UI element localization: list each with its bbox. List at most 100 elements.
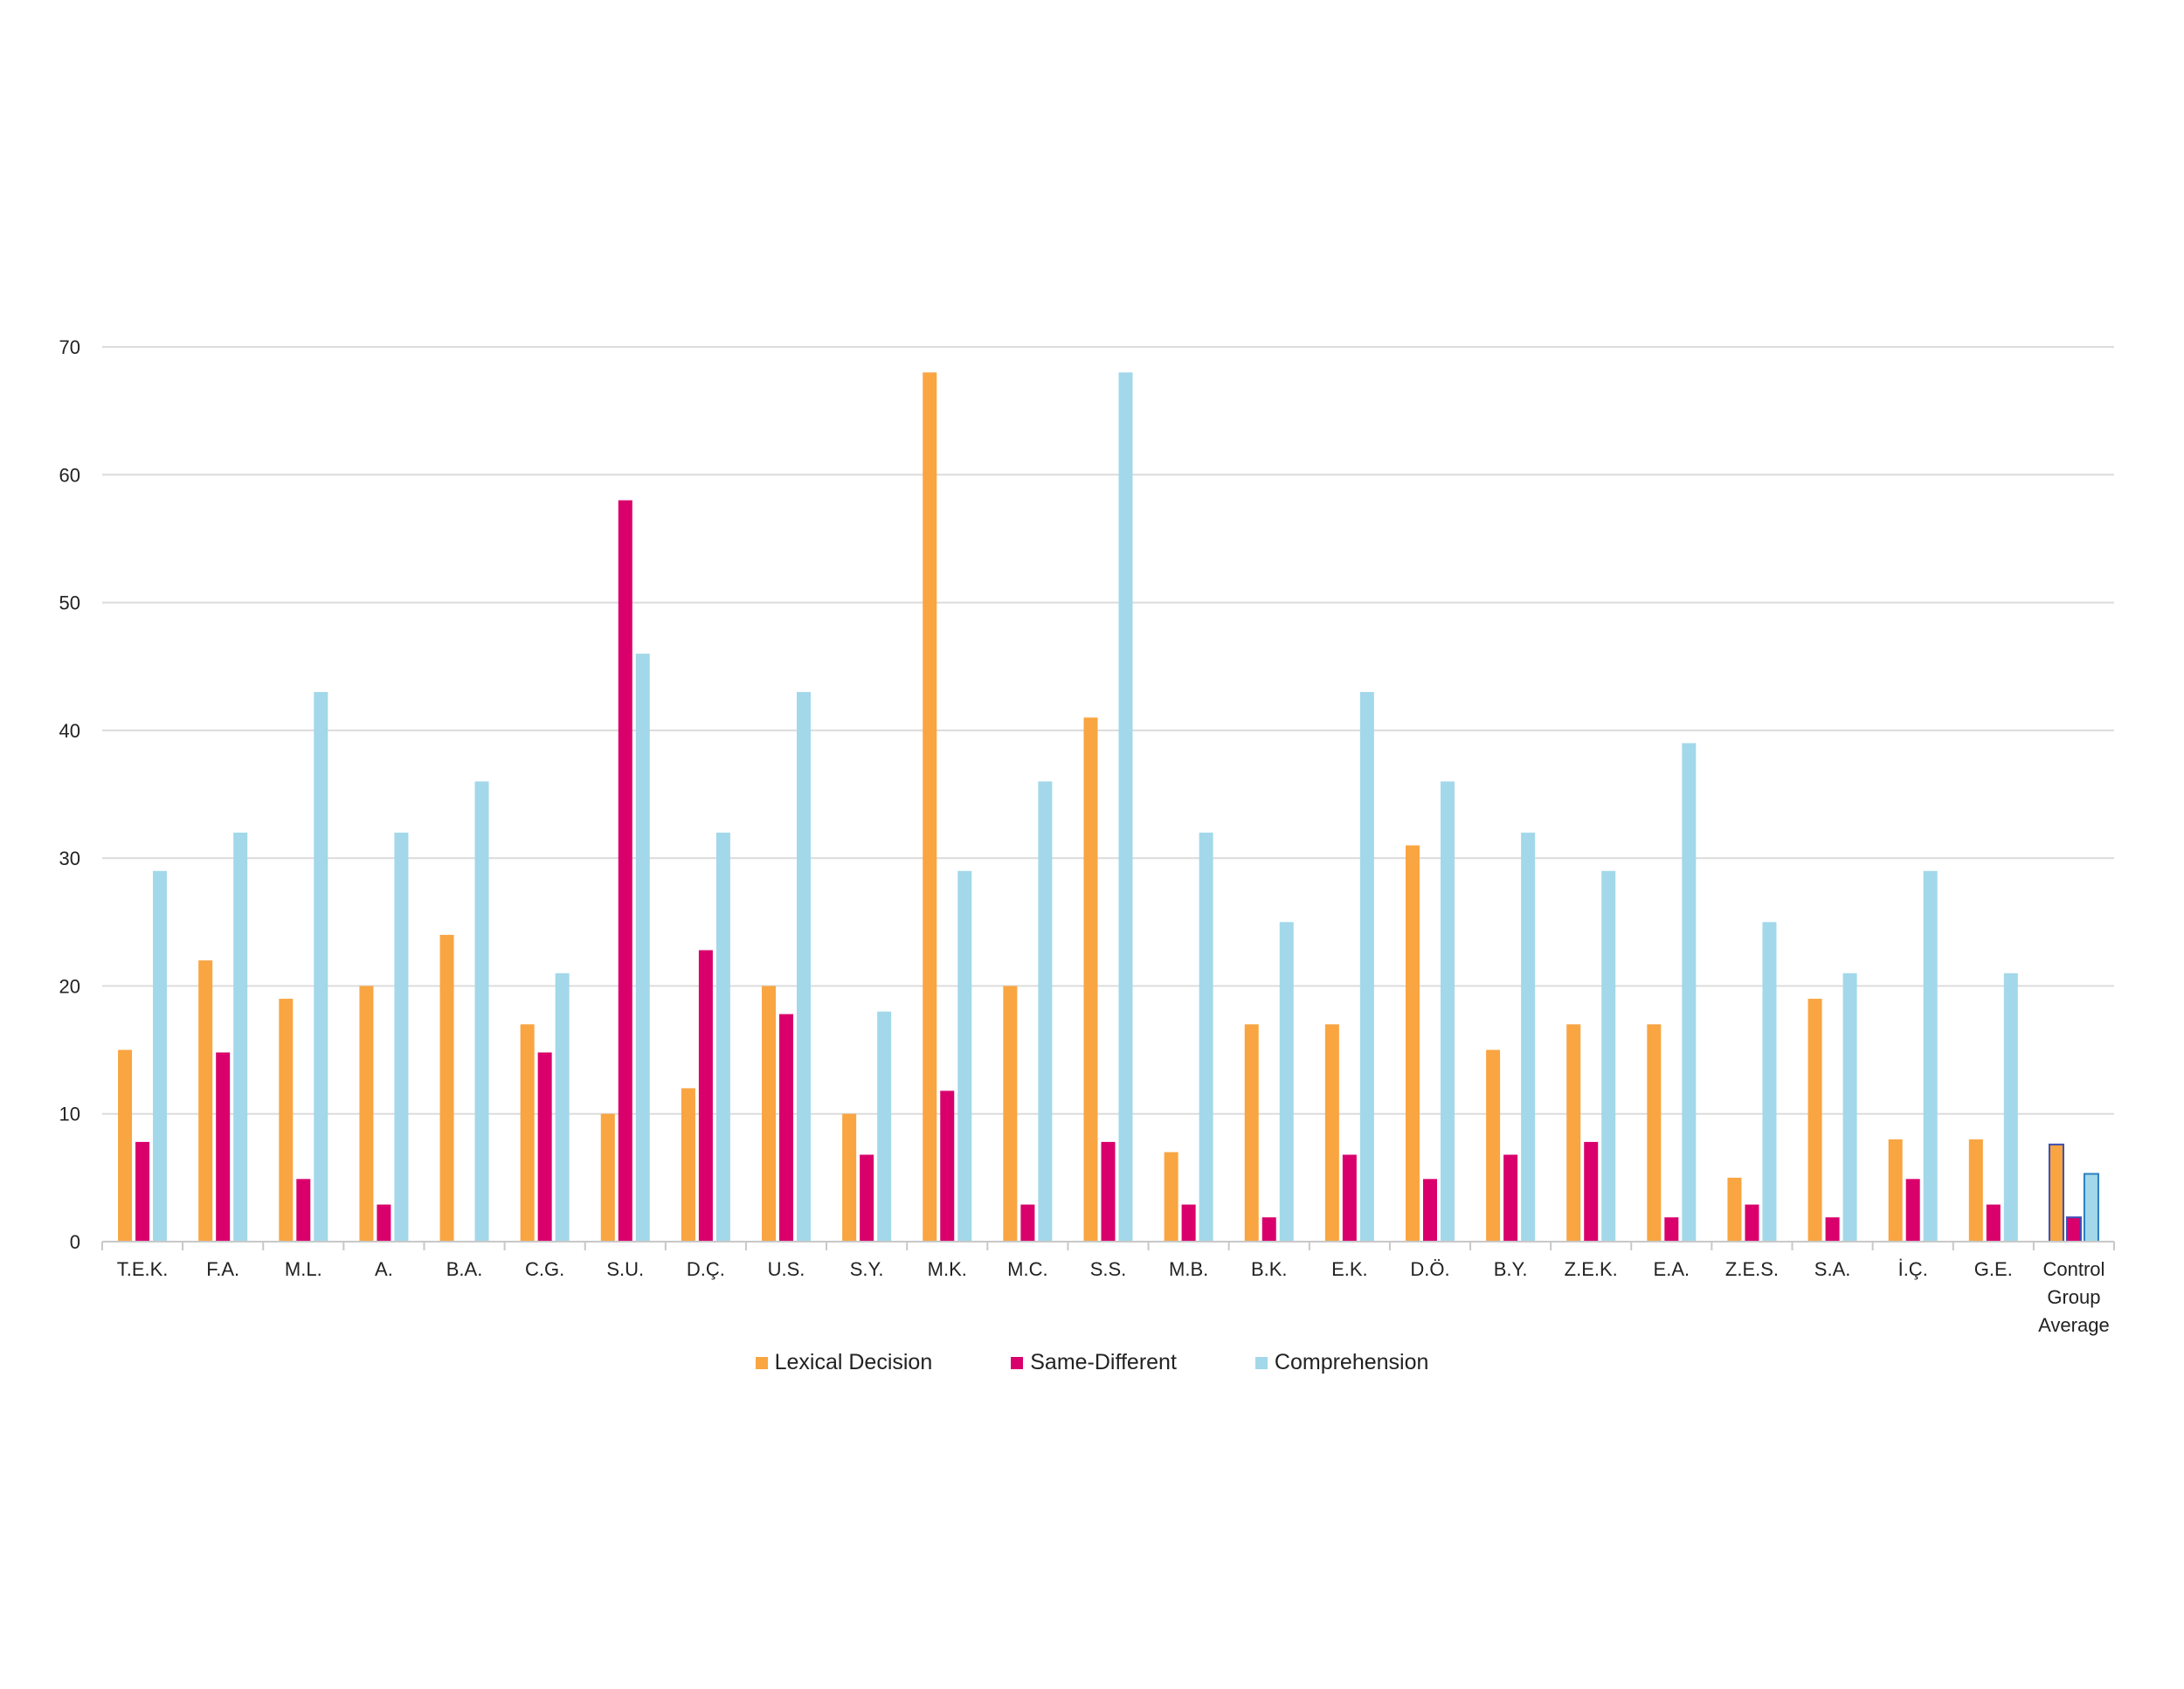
bar-comprehension [555, 973, 570, 1242]
bar-same-different [1020, 1204, 1035, 1242]
bar-lexical-decision [1324, 1024, 1339, 1242]
bar-comprehension [635, 654, 650, 1242]
bar-lexical-decision [1807, 999, 1822, 1242]
x-tick-label: S.U. [606, 1258, 644, 1280]
bar-same-different [779, 1014, 794, 1242]
bar-lexical-decision [2048, 1143, 2064, 1243]
bar-comprehension [1601, 870, 1616, 1242]
bar-comprehension [797, 691, 812, 1242]
bar-same-different [1905, 1179, 1920, 1242]
bar-lexical-decision [1003, 986, 1018, 1242]
x-tick-label: M.C. [1007, 1258, 1047, 1280]
bar-comprehension [1440, 781, 1455, 1242]
bars [118, 372, 2099, 1243]
x-tick-label: B.A. [446, 1258, 483, 1280]
bar-comprehension [233, 832, 248, 1242]
x-axis-ticks [101, 1242, 2115, 1250]
bar-lexical-decision [439, 934, 454, 1242]
x-tick-label: Control Group Average [2038, 1258, 2110, 1336]
y-tick-label: 40 [59, 720, 80, 742]
bar-lexical-decision [198, 960, 213, 1242]
bar-same-different [618, 500, 632, 1242]
bar-same-different [1181, 1204, 1196, 1242]
bar-comprehension [1279, 922, 1294, 1242]
bar-same-different [1986, 1204, 2001, 1242]
bar-same-different [1503, 1154, 1518, 1242]
y-tick-label: 60 [59, 464, 80, 486]
bar-lexical-decision [762, 986, 777, 1242]
bar-comprehension [1521, 832, 1536, 1242]
y-tick-label: 20 [59, 975, 80, 997]
x-tick-label: B.K. [1251, 1258, 1288, 1280]
bar-comprehension [1923, 870, 1938, 1242]
y-tick-label: 10 [59, 1104, 80, 1125]
bar-comprehension [1359, 691, 1374, 1242]
bar-comprehension [877, 1011, 892, 1242]
y-tick-label: 30 [59, 848, 80, 869]
bar-lexical-decision [1405, 845, 1420, 1242]
bar-comprehension [1762, 922, 1777, 1242]
x-tick-label: S.A. [1814, 1258, 1851, 1280]
x-tick-label: F.A. [206, 1258, 239, 1280]
grid-lines [102, 346, 2114, 1115]
bar-comprehension [314, 691, 328, 1242]
x-tick-label: G.E. [1974, 1258, 2013, 1280]
bar-same-different [216, 1052, 231, 1242]
x-tick-label: İ.Ç. [1898, 1258, 1928, 1280]
x-tick-label: M.L. [285, 1258, 322, 1280]
bar-comprehension [957, 870, 972, 1242]
bar-same-different [1101, 1141, 1116, 1242]
bar-same-different [1664, 1217, 1679, 1242]
bar-lexical-decision [1083, 717, 1098, 1242]
x-tick-label: S.S. [1090, 1258, 1127, 1280]
bar-lexical-decision [520, 1024, 535, 1242]
legend-swatch-same-different [1011, 1356, 1024, 1369]
bar-comprehension [1842, 973, 1857, 1242]
bar-same-different [698, 950, 713, 1242]
legend: Lexical Decision Same-Different Comprehe… [0, 1350, 2184, 1375]
bar-same-different [1745, 1204, 1759, 1242]
x-tick-label: B.Y. [1494, 1258, 1528, 1280]
bar-same-different [537, 1052, 552, 1242]
bar-same-different [1342, 1154, 1357, 1242]
bar-comprehension [715, 832, 730, 1242]
bar-lexical-decision [681, 1088, 695, 1242]
x-tick-label: T.E.K. [117, 1258, 169, 1280]
x-tick-label: Z.E.K. [1565, 1258, 1618, 1280]
bar-same-different [860, 1154, 874, 1242]
x-tick-label: M.K. [928, 1258, 967, 1280]
bar-lexical-decision [1727, 1177, 1742, 1242]
bar-lexical-decision [1566, 1024, 1581, 1242]
x-tick-label: A. [375, 1258, 393, 1280]
bar-lexical-decision [923, 372, 937, 1242]
bar-same-different [135, 1141, 150, 1242]
bar-lexical-decision [1486, 1049, 1501, 1242]
x-tick-label: D.Ç. [687, 1258, 725, 1280]
legend-label-lexical-decision: Lexical Decision [774, 1350, 933, 1374]
bar-lexical-decision [1888, 1139, 1903, 1242]
bar-same-different [1261, 1217, 1276, 1242]
bar-comprehension [2003, 973, 2018, 1242]
bar-lexical-decision [118, 1049, 133, 1242]
bar-same-different [1422, 1179, 1437, 1242]
bar-lexical-decision [359, 986, 374, 1242]
bar-lexical-decision [279, 999, 294, 1242]
legend-label-same-different: Same-Different [1030, 1350, 1177, 1374]
x-tick-label: S.Y. [850, 1258, 884, 1280]
bar-lexical-decision [1164, 1152, 1178, 1242]
bar-comprehension [1118, 372, 1133, 1242]
x-tick-label: U.S. [768, 1258, 805, 1280]
bar-comprehension [394, 832, 409, 1242]
bar-comprehension [2083, 1173, 2099, 1243]
x-tick-label: D.Ö. [1410, 1258, 1449, 1280]
bar-same-different [296, 1179, 311, 1242]
x-tick-label: E.A. [1654, 1258, 1690, 1280]
x-tick-label: E.K. [1331, 1258, 1368, 1280]
bar-comprehension [1199, 832, 1213, 1242]
y-axis-ticks: 0 10 20 30 40 50 60 70 [59, 336, 80, 1253]
bar-lexical-decision [1244, 1024, 1259, 1242]
bar-lexical-decision [1647, 1024, 1662, 1242]
bar-same-different [1584, 1141, 1599, 1242]
bar-lexical-decision [600, 1113, 615, 1242]
